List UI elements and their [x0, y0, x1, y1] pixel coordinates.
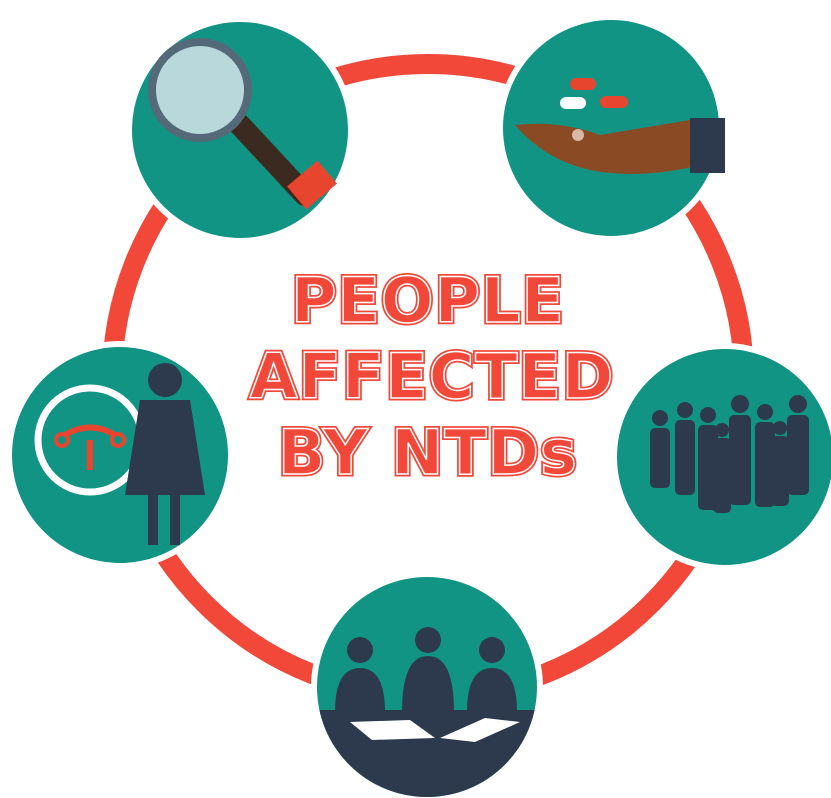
title-line-inline: BY NTDs	[278, 416, 578, 489]
diagram: PEOPLE PEOPLE AFFECTED AFFECTED BY NTDs …	[0, 0, 831, 798]
icon-crowd	[611, 343, 831, 571]
icon-woman	[6, 341, 234, 569]
title: PEOPLE PEOPLE AFFECTED AFFECTED BY NTDs …	[250, 264, 615, 489]
icon-meeting	[311, 571, 543, 798]
title-line-inline: AFFECTED	[250, 340, 615, 413]
icon-medicine	[497, 14, 725, 242]
icon-search	[126, 16, 354, 244]
title-line-inline: PEOPLE	[291, 264, 565, 337]
